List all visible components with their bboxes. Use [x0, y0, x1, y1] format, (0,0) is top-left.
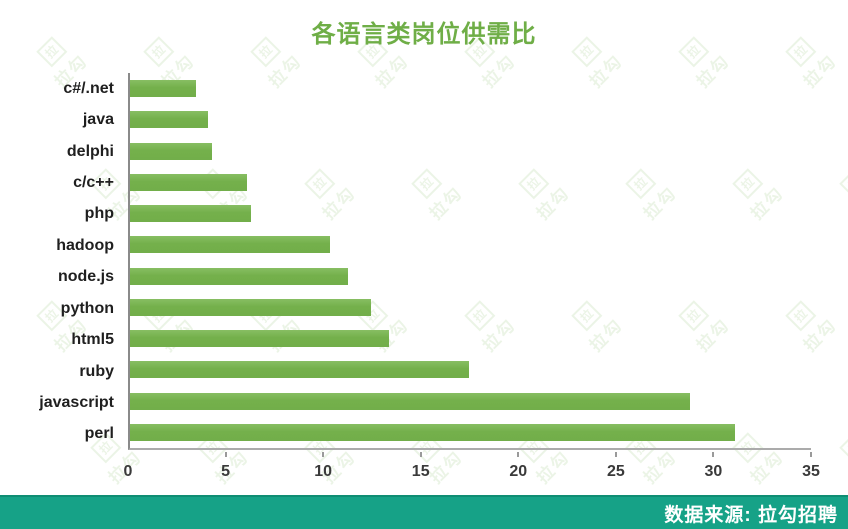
bar: [130, 80, 197, 98]
value-axis: 0 5 10 15 20 25 30 35: [124, 452, 820, 492]
source-footer: 数据来源: 拉勾招聘: [0, 495, 848, 529]
category-label: ruby: [79, 362, 114, 380]
bar: [130, 111, 208, 129]
x-tick-label: 10: [314, 463, 333, 480]
category-label: c#/.net: [63, 79, 114, 97]
bar-row: [130, 292, 811, 323]
watermark-diamond-icon: 拉: [838, 431, 848, 464]
category-label: perl: [84, 425, 114, 443]
bar-row: [130, 167, 811, 198]
category-label: c/c++: [73, 173, 114, 191]
bar-row: [130, 104, 811, 135]
category-label: html5: [71, 331, 114, 349]
bar: [130, 142, 212, 160]
category-label: php: [84, 205, 114, 223]
bar: [130, 361, 469, 379]
x-tick-label: 0: [123, 463, 133, 480]
plot-area: [128, 73, 811, 450]
category-label: hadoop: [56, 236, 114, 254]
source-text: 数据来源: 拉勾招聘: [664, 504, 838, 526]
bar: [130, 173, 247, 191]
x-tick-label: 35: [802, 463, 820, 480]
bar-row: [130, 136, 811, 167]
x-tick: [517, 452, 520, 457]
bar: [130, 267, 348, 285]
bar: [130, 236, 331, 254]
bar: [130, 330, 389, 348]
bar-row: [130, 417, 811, 448]
bar-row: [130, 73, 811, 104]
category-label: node.js: [57, 268, 114, 286]
bar: [130, 205, 251, 223]
x-tick-label: 15: [411, 463, 430, 480]
x-tick: [614, 452, 617, 457]
bar: [130, 392, 691, 410]
x-tick-label: 25: [606, 463, 625, 480]
category-label: delphi: [66, 142, 114, 160]
x-tick: [810, 452, 812, 457]
category-label: python: [60, 299, 114, 317]
x-tick: [224, 452, 227, 457]
bar-row: [130, 323, 811, 354]
chart-title: 各语言类岗位供需比: [311, 21, 537, 48]
category-label: java: [82, 111, 114, 129]
x-tick: [712, 452, 715, 457]
bar: [130, 423, 736, 441]
x-tick-label: 30: [704, 463, 723, 480]
bar-row: [130, 261, 811, 292]
category-label: javascript: [39, 393, 114, 411]
category-axis: c#/.net java delphi c/c++ php hadoop node.js py…: [0, 73, 114, 450]
bar-row: [130, 229, 811, 260]
bar-row: [130, 354, 811, 385]
bar: [130, 298, 372, 316]
x-tick: [419, 452, 422, 457]
bar-row: [130, 198, 811, 229]
bar-row: [130, 386, 811, 417]
x-tick: [322, 452, 325, 457]
x-tick-label: 20: [509, 463, 528, 480]
watermark-diamond-icon: 拉: [838, 167, 848, 200]
x-tick-label: 5: [221, 463, 231, 480]
